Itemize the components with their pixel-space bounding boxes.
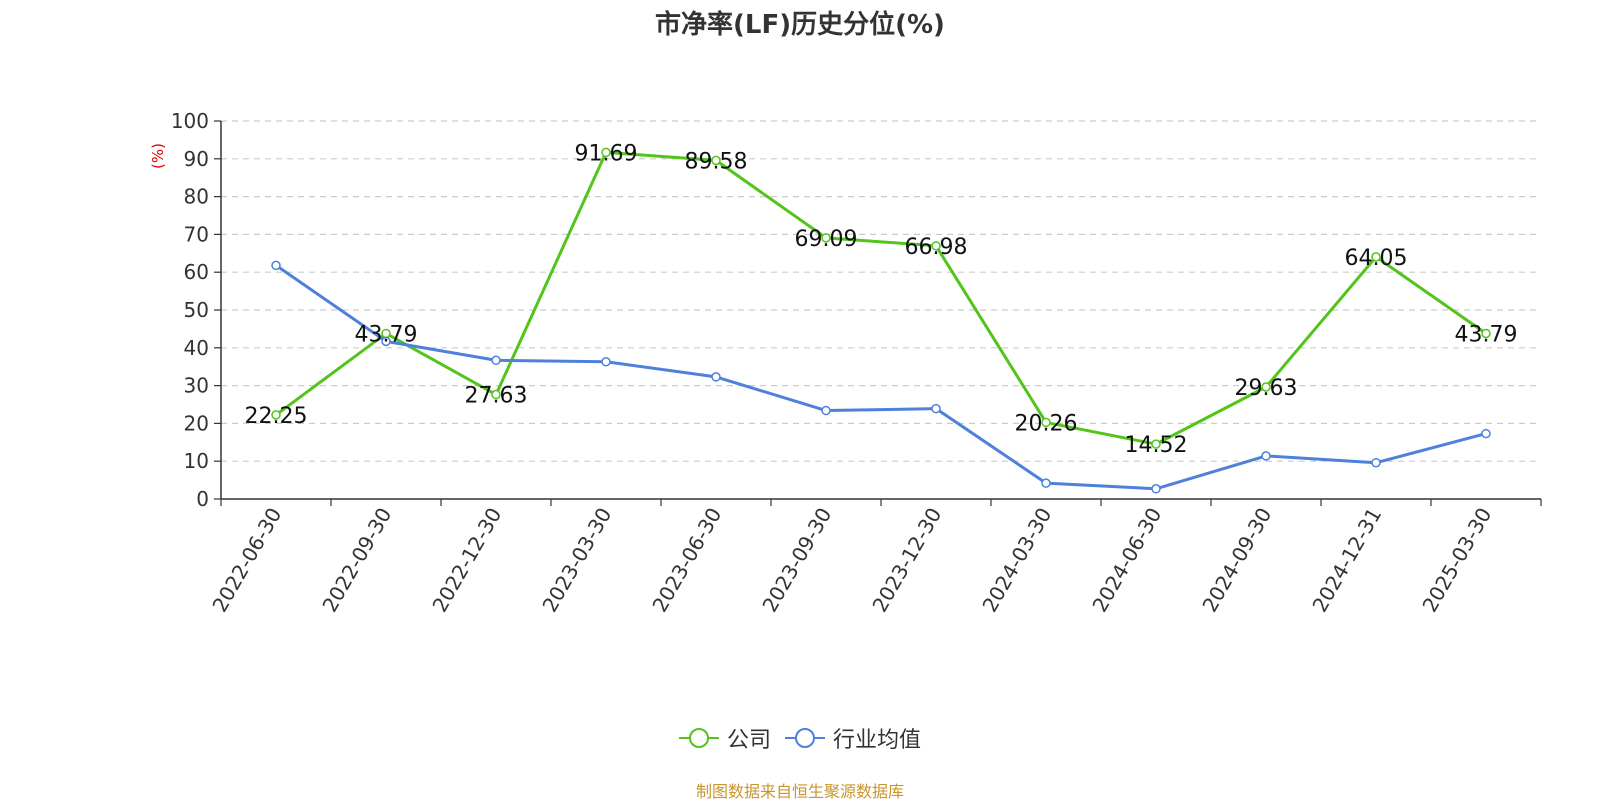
data-label: 43.79 xyxy=(355,322,418,347)
data-point xyxy=(1261,382,1271,392)
data-label: 66.98 xyxy=(905,235,968,260)
x-tick-label: 2024-03-30 xyxy=(977,504,1056,617)
y-tick-label: 0 xyxy=(196,487,209,511)
data-label: 43.79 xyxy=(1455,322,1518,347)
x-tick-label: 2025-03-30 xyxy=(1417,504,1496,617)
y-tick-label: 70 xyxy=(184,222,209,246)
series-line-0 xyxy=(275,150,1487,446)
legend-marker-icon xyxy=(678,728,719,748)
y-tick-label: 80 xyxy=(184,185,209,209)
x-tick-label: 2022-06-30 xyxy=(207,504,286,617)
data-labels: 22.25 43.79 27.63 91.69 89.58 69.09 66.98 20.26… xyxy=(245,141,1518,458)
y-tick-label: 100 xyxy=(171,109,209,133)
y-tick-label: 60 xyxy=(184,260,209,284)
legend: 公司 行业均值 xyxy=(0,722,1600,754)
legend-marker-icon xyxy=(785,728,825,748)
data-point xyxy=(491,355,501,366)
legend-item-company[interactable]: 公司 xyxy=(678,722,771,754)
data-point xyxy=(381,336,391,347)
series-line-1 xyxy=(275,264,1487,491)
axes: 0 10 20 30 40 50 60 70 80 90 100(%) 2022-06-30 2022-… xyxy=(149,109,1542,617)
data-point xyxy=(931,403,941,414)
data-point xyxy=(1481,328,1491,339)
y-axis-label: (%) xyxy=(149,143,167,169)
y-tick-label: 90 xyxy=(184,147,209,171)
data-point xyxy=(711,155,721,166)
legend-label: 公司 xyxy=(726,728,771,753)
y-tick-label: 30 xyxy=(184,374,209,398)
data-label: 22.25 xyxy=(245,404,308,429)
data-point xyxy=(491,389,501,400)
data-label: 29.63 xyxy=(1235,376,1298,401)
data-label: 14.52 xyxy=(1125,433,1188,458)
data-label: 20.26 xyxy=(1015,411,1078,436)
data-point xyxy=(1151,439,1161,449)
data-point xyxy=(1371,457,1381,468)
x-tick-label: 2024-12-31 xyxy=(1307,504,1386,617)
data-point xyxy=(1371,252,1381,262)
y-tick-label: 20 xyxy=(184,411,209,435)
data-label: 64.05 xyxy=(1345,246,1408,271)
x-tick-label: 2024-09-30 xyxy=(1197,504,1276,617)
data-point xyxy=(1261,451,1271,461)
x-tick-label: 2023-12-30 xyxy=(867,504,946,617)
y-tick-label: 50 xyxy=(184,298,209,322)
legend-label: 行业均值 xyxy=(833,728,922,753)
data-point xyxy=(1041,417,1051,428)
data-point xyxy=(1151,484,1161,494)
x-tick-label: 2022-09-30 xyxy=(317,504,396,617)
source-note: 制图数据来自恒生聚源数据库 xyxy=(695,782,904,801)
x-tick-label: 2024-06-30 xyxy=(1087,504,1166,617)
x-tick-label: 2023-06-30 xyxy=(647,504,726,617)
data-point xyxy=(271,410,281,420)
chart-title: 市净率(LF)历史分位(%) xyxy=(655,10,945,40)
data-label: 89.58 xyxy=(685,149,748,174)
data-point xyxy=(1041,478,1051,488)
data-label: 27.63 xyxy=(465,384,528,409)
data-label: 91.69 xyxy=(575,141,638,166)
y-tick-label: 40 xyxy=(184,336,209,360)
data-point xyxy=(601,147,611,158)
data-point xyxy=(601,357,611,367)
x-tick-label: 2022-12-30 xyxy=(427,504,506,617)
data-point xyxy=(821,233,831,243)
legend-item-industry-avg[interactable]: 行业均值 xyxy=(785,722,921,754)
grid-lines xyxy=(221,120,1541,462)
x-tick-label: 2023-03-30 xyxy=(537,504,616,617)
data-point xyxy=(711,372,721,382)
data-label: 69.09 xyxy=(795,227,858,252)
x-tick-label: 2023-09-30 xyxy=(757,504,836,617)
y-tick-label: 10 xyxy=(184,449,209,473)
series-lines xyxy=(271,147,1491,494)
data-point xyxy=(821,405,831,416)
data-point xyxy=(271,260,281,271)
data-point xyxy=(931,241,941,251)
data-point xyxy=(1481,428,1491,439)
